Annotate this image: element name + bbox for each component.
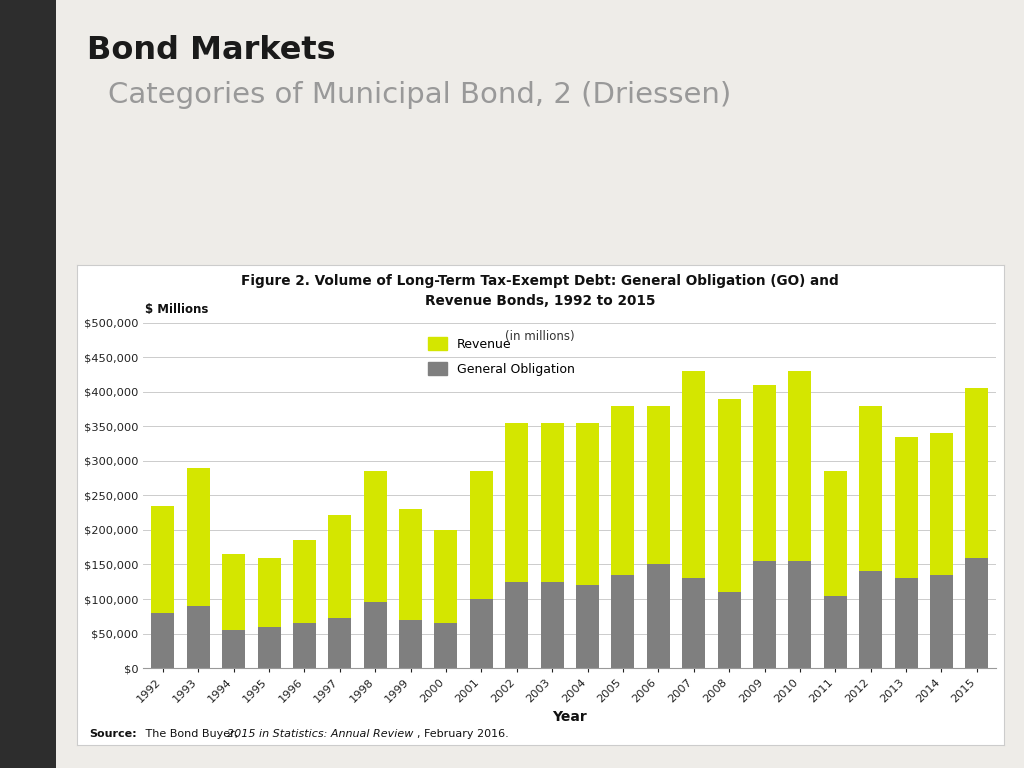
Bar bbox=[186, 606, 210, 668]
Bar bbox=[541, 582, 563, 668]
Bar bbox=[647, 564, 670, 668]
Bar bbox=[966, 389, 988, 558]
Bar bbox=[930, 574, 953, 668]
Bar bbox=[823, 472, 847, 596]
Text: 2015 in Statistics: Annual Review: 2015 in Statistics: Annual Review bbox=[227, 729, 414, 739]
Bar bbox=[293, 624, 316, 668]
Bar bbox=[859, 571, 883, 668]
Bar bbox=[434, 530, 458, 624]
Bar bbox=[152, 613, 174, 668]
Text: , February 2016.: , February 2016. bbox=[417, 729, 509, 739]
Bar bbox=[611, 574, 635, 668]
Bar bbox=[186, 468, 210, 606]
Bar bbox=[753, 385, 776, 561]
Bar bbox=[152, 506, 174, 613]
Bar bbox=[505, 422, 528, 582]
X-axis label: Year: Year bbox=[553, 710, 587, 724]
Bar bbox=[788, 371, 811, 561]
Text: Bond Markets: Bond Markets bbox=[87, 35, 336, 65]
Bar bbox=[257, 558, 281, 627]
Bar bbox=[859, 406, 883, 571]
Bar bbox=[895, 578, 918, 668]
Bar bbox=[895, 436, 918, 578]
Bar bbox=[399, 509, 422, 620]
Bar bbox=[222, 630, 245, 668]
Text: Categories of Municipal Bond, 2 (Driessen): Categories of Municipal Bond, 2 (Driesse… bbox=[108, 81, 731, 108]
Bar bbox=[966, 558, 988, 668]
Bar bbox=[399, 620, 422, 668]
Bar bbox=[505, 582, 528, 668]
Bar bbox=[577, 585, 599, 668]
Bar bbox=[541, 422, 563, 582]
Bar bbox=[293, 541, 316, 624]
Bar bbox=[682, 371, 706, 578]
Bar bbox=[470, 599, 493, 668]
Bar bbox=[364, 602, 387, 668]
Text: (in millions): (in millions) bbox=[506, 330, 574, 343]
Bar bbox=[434, 624, 458, 668]
Bar bbox=[364, 472, 387, 602]
Legend: Revenue, General Obligation: Revenue, General Obligation bbox=[423, 333, 580, 381]
Bar bbox=[470, 472, 493, 599]
Bar bbox=[823, 596, 847, 668]
Bar bbox=[647, 406, 670, 564]
Text: The Bond Buyer,: The Bond Buyer, bbox=[142, 729, 242, 739]
Bar bbox=[329, 617, 351, 668]
Text: $ Millions: $ Millions bbox=[145, 303, 209, 316]
Bar bbox=[577, 422, 599, 585]
Bar bbox=[329, 515, 351, 617]
Text: Figure 2. Volume of Long-Term Tax-Exempt Debt: General Obligation (GO) and
Reven: Figure 2. Volume of Long-Term Tax-Exempt… bbox=[242, 274, 839, 308]
Text: Source:: Source: bbox=[89, 729, 137, 739]
Bar bbox=[257, 627, 281, 668]
Bar bbox=[718, 592, 740, 668]
Bar bbox=[682, 578, 706, 668]
Bar bbox=[222, 554, 245, 630]
Bar bbox=[718, 399, 740, 592]
Bar bbox=[611, 406, 635, 574]
Bar bbox=[753, 561, 776, 668]
Bar bbox=[788, 561, 811, 668]
Bar bbox=[930, 433, 953, 574]
